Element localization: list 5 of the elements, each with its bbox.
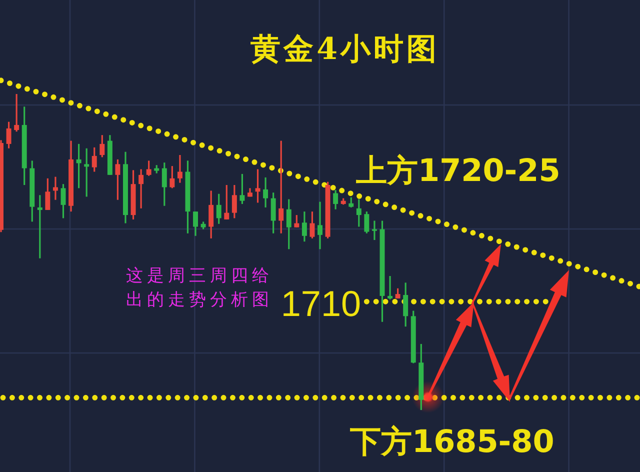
title: 黄金4小时图 [250, 32, 440, 67]
series-label: 1710 [280, 283, 361, 324]
series-label: 上方1720-25 [356, 153, 560, 189]
annotation: 这是周三周四给出的走势分析图 [126, 266, 273, 310]
ref-line-label: 下方1685-80 [350, 424, 554, 460]
